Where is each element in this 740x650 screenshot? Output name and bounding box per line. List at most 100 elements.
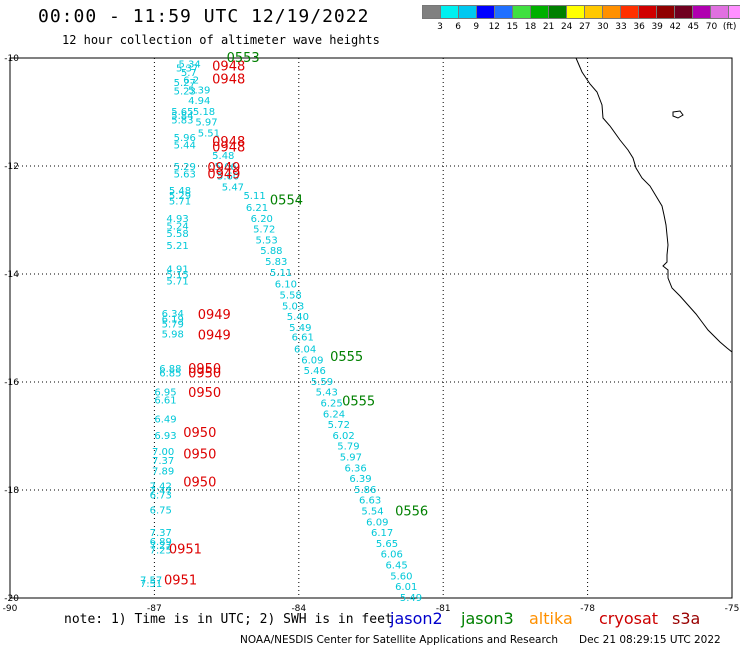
wave-height-value: 5.88: [260, 246, 282, 257]
wave-height-value: 6.01: [395, 582, 417, 593]
wave-height-value: 7.57: [140, 576, 162, 587]
pass-time-label: 0553: [227, 51, 260, 66]
wave-height-value: 5.24: [166, 221, 188, 232]
wave-height-value: 5.49: [400, 593, 422, 604]
axis-tick-labels: -90 -87 -84 -81 -78 -75 -10 -12 -14 -16 -18 -20: [3, 54, 740, 614]
color-scale-bar: [422, 5, 740, 21]
wave-height-value: 6.34: [162, 309, 184, 320]
wave-height-value: 5.21: [166, 241, 188, 252]
latitude-tick-label: -20: [4, 594, 19, 604]
island-outline: [672, 110, 684, 119]
wave-height-value: 7.51: [140, 579, 162, 590]
color-scale-label: (ft): [722, 22, 737, 32]
wave-height-value: 6.85: [159, 368, 181, 379]
wave-height-value: 6.95: [154, 388, 176, 399]
wave-height-value: 5.23: [174, 86, 196, 97]
wave-height-value: 5.58: [166, 229, 188, 240]
wave-height-value: 5.65: [171, 107, 193, 118]
wave-height-value: 5.96: [174, 133, 196, 144]
legend-item-s3a: s3a: [672, 609, 701, 628]
wave-height-value: 7.25: [150, 545, 172, 556]
wave-height-value: 7.00: [152, 447, 174, 458]
wave-height-value: 5.98: [162, 329, 184, 340]
wave-height-value: 6.39: [349, 474, 371, 485]
wave-height-value: 6.10: [275, 280, 297, 291]
wave-height-value: 6.61: [292, 333, 314, 344]
pass-time-label: 0950: [183, 426, 216, 441]
map-frame: [9, 57, 733, 599]
wave-height-value: 6.89: [150, 537, 172, 548]
latitude-tick-label: -14: [4, 270, 19, 280]
wave-height-value: 5.63: [174, 170, 196, 181]
coastline: [575, 57, 733, 353]
pass-time-label: 0948: [212, 141, 245, 156]
wave-height-value: 7.47: [150, 486, 172, 497]
wave-height-value: 5.48: [212, 151, 234, 162]
color-scale-label: 9: [473, 22, 480, 32]
wave-height-value: 6.19: [162, 314, 184, 325]
pass-time-label: 0950: [188, 366, 221, 381]
wave-height-value: 5.66: [215, 162, 237, 173]
wave-height-value: 6.17: [371, 528, 393, 539]
map-grid: [10, 58, 732, 598]
pass-time-label: 0948: [212, 73, 245, 88]
wave-height-value: 5.11: [243, 191, 265, 202]
wave-height-value: 4.91: [166, 265, 188, 276]
wave-height-value: 6.2: [183, 76, 199, 87]
color-scale-label: 21: [542, 22, 555, 32]
wave-height-value: 7.37: [152, 456, 174, 467]
color-scale-label: 6: [455, 22, 461, 32]
wave-height-value: 5.29: [169, 191, 191, 202]
credit-line: NOAA/NESDIS Center for Satellite Applica…: [240, 634, 558, 646]
wave-height-value: 5.79: [162, 320, 184, 331]
longitude-tick-label: -81: [436, 604, 451, 614]
latitude-tick-label: -18: [4, 486, 19, 496]
color-scale-label: 70: [705, 22, 718, 32]
wave-height-value: 5.39: [188, 85, 210, 96]
pass-time-label: 0948: [212, 135, 245, 150]
longitude-tick-label: -90: [3, 604, 18, 614]
wave-height-value: 6.93: [154, 431, 176, 442]
longitude-tick-label: -87: [147, 604, 162, 614]
latitude-tick-label: -10: [4, 54, 19, 64]
pass-time-label: 0949: [207, 161, 240, 176]
pass-time-label: 0950: [188, 362, 221, 377]
wave-height-value: 6.73: [150, 490, 172, 501]
color-scale-label: 24: [560, 22, 573, 32]
wave-height-value: 5.53: [255, 235, 277, 246]
wave-height-value: 5.18: [193, 107, 215, 118]
wave-height-value: 6.21: [246, 203, 268, 214]
color-scale-label: 27: [579, 22, 591, 32]
wave-height-value: 6.02: [332, 431, 354, 442]
color-scale-label: 18: [524, 22, 537, 32]
longitude-tick-label: -84: [291, 604, 306, 614]
wave-height-value: 5.7: [181, 68, 197, 79]
pass-time-label: 0950: [183, 447, 216, 462]
wave-height-value: 5.65: [376, 539, 398, 550]
pass-time-label: 0556: [395, 505, 428, 520]
color-scale-label: 12: [488, 22, 501, 32]
pass-time-label: 0555: [330, 350, 363, 365]
pass-time-label: 0554: [270, 194, 303, 209]
color-scale-label: 39: [651, 22, 663, 32]
pass-time-label: 0949: [198, 308, 231, 323]
wave-height-value: 5.51: [198, 129, 220, 140]
wave-height-value: 5.83: [265, 257, 287, 268]
wave-height-value: 6.61: [154, 395, 176, 406]
wave-height-value: 5.84: [171, 111, 193, 122]
latitude-tick-label: -12: [4, 162, 19, 172]
wave-height-value: 5.83: [171, 116, 193, 127]
generated-timestamp: Dec 21 08:29:15 UTC 2022: [579, 634, 721, 646]
pass-time-label: 0949: [198, 329, 231, 344]
wave-height-value: 5.29: [174, 162, 196, 173]
wave-height-value: 6.49: [154, 415, 176, 426]
wave-height-value: 5.37: [176, 64, 198, 75]
wave-height-value: 5.59: [311, 377, 333, 388]
wave-height-value: 5.11: [270, 268, 292, 279]
wave-height-value: 5.48: [169, 186, 191, 197]
wave-height-value: 5.97: [340, 453, 362, 464]
footnote: note: 1) Time is in UTC; 2) SWH is in fe…: [64, 612, 393, 627]
legend-item-altika: altika: [529, 609, 573, 628]
legend-item-jason3: jason3: [461, 609, 514, 628]
